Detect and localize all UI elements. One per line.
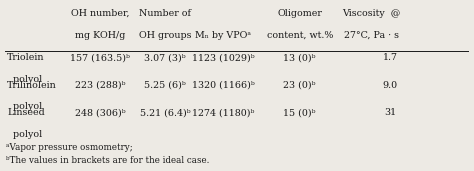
Text: 31: 31: [384, 108, 396, 117]
Text: 15 (0)ᵇ: 15 (0)ᵇ: [283, 108, 316, 117]
Text: 27°C, Pa · s: 27°C, Pa · s: [344, 31, 399, 40]
Text: polyol: polyol: [7, 102, 42, 111]
Text: OH groups: OH groups: [139, 31, 191, 40]
Text: Viscosity  @: Viscosity @: [343, 9, 401, 18]
Text: 3.07 (3)ᵇ: 3.07 (3)ᵇ: [144, 53, 186, 62]
Text: Number of: Number of: [139, 9, 191, 18]
Text: 157 (163.5)ᵇ: 157 (163.5)ᵇ: [70, 53, 130, 62]
Text: OH number,: OH number,: [71, 9, 129, 18]
Text: Mₙ by VPOᵃ: Mₙ by VPOᵃ: [195, 31, 251, 40]
Text: content, wt.%: content, wt.%: [266, 31, 333, 40]
Text: Trilinolein: Trilinolein: [7, 81, 57, 90]
Text: 1274 (1180)ᵇ: 1274 (1180)ᵇ: [192, 108, 254, 117]
Text: 248 (306)ᵇ: 248 (306)ᵇ: [74, 108, 125, 117]
Text: 223 (288)ᵇ: 223 (288)ᵇ: [75, 81, 125, 90]
Text: 9.0: 9.0: [383, 81, 398, 90]
Text: 5.25 (6)ᵇ: 5.25 (6)ᵇ: [144, 81, 186, 90]
Text: 1.7: 1.7: [383, 53, 398, 62]
Text: ᵃVapor pressure osmometry;: ᵃVapor pressure osmometry;: [6, 143, 133, 152]
Text: 1320 (1166)ᵇ: 1320 (1166)ᵇ: [191, 81, 255, 90]
Text: 23 (0)ᵇ: 23 (0)ᵇ: [283, 81, 316, 90]
Text: Triolein: Triolein: [7, 53, 45, 62]
Text: 13 (0)ᵇ: 13 (0)ᵇ: [283, 53, 316, 62]
Text: Oligomer: Oligomer: [277, 9, 322, 18]
Text: Linseed: Linseed: [7, 108, 45, 117]
Text: ᵇThe values in brackets are for the ideal case.: ᵇThe values in brackets are for the idea…: [6, 156, 210, 165]
Text: 5.21 (6.4)ᵇ: 5.21 (6.4)ᵇ: [140, 108, 191, 117]
Text: 1123 (1029)ᵇ: 1123 (1029)ᵇ: [192, 53, 255, 62]
Text: mg KOH/g: mg KOH/g: [75, 31, 125, 40]
Text: polyol: polyol: [7, 75, 42, 84]
Text: polyol: polyol: [7, 130, 42, 139]
